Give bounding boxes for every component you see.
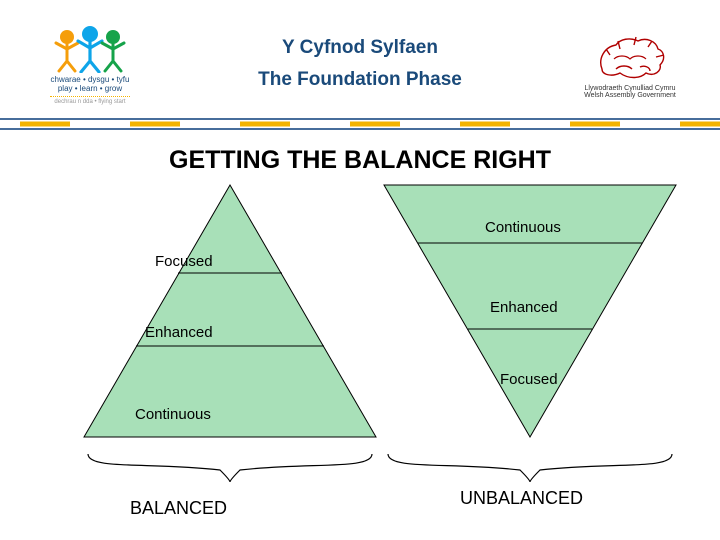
label-continuous-up: Continuous	[135, 406, 211, 423]
brace-right	[380, 450, 680, 490]
label-enhanced-up: Enhanced	[145, 324, 213, 341]
logo-left: chwarae • dysgu • tyfu play • learn • gr…	[20, 19, 160, 109]
logo-right-line1: Llywodraeth Cynulliad Cymru	[584, 85, 675, 92]
logo-right: Llywodraeth Cynulliad Cymru Welsh Assemb…	[560, 19, 700, 109]
triangle-balanced	[80, 181, 380, 441]
label-enhanced-dn: Enhanced	[490, 299, 558, 316]
logo-right-line2: Welsh Assembly Government	[584, 92, 676, 99]
title-welsh: Y Cyfnod Sylfaen	[160, 37, 560, 59]
dragon-icon	[590, 29, 670, 83]
header-titles: Y Cyfnod Sylfaen The Foundation Phase	[160, 37, 560, 91]
label-focused-up: Focused	[155, 253, 213, 270]
logo-left-line1: chwarae • dysgu • tyfu	[51, 75, 130, 84]
people-icon	[47, 23, 133, 73]
label-focused-dn: Focused	[500, 371, 558, 388]
logo-left-line2: play • learn • grow	[58, 84, 122, 93]
title-english: The Foundation Phase	[160, 69, 560, 91]
label-continuous-dn: Continuous	[485, 219, 561, 236]
brace-left	[80, 450, 380, 490]
diagram-area: Focused Enhanced Continuous Continuous E…	[0, 181, 720, 461]
divider-band	[0, 118, 720, 130]
main-heading: GETTING THE BALANCE RIGHT	[0, 146, 720, 175]
logo-left-tag: dechrau n dda • flying start	[54, 99, 125, 105]
label-unbalanced: UNBALANCED	[460, 488, 583, 509]
header: chwarae • dysgu • tyfu play • learn • gr…	[0, 0, 720, 120]
label-balanced: BALANCED	[130, 498, 227, 519]
